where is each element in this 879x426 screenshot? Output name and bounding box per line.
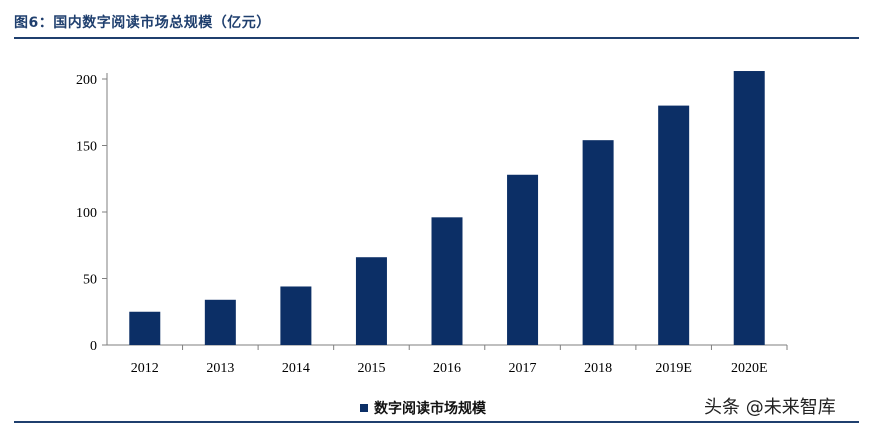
bar-2016: [431, 217, 463, 345]
x-tick-label: 2014: [282, 361, 310, 376]
legend-swatch: [360, 404, 368, 412]
bar-2018: [582, 140, 614, 345]
bar-2014: [280, 286, 312, 345]
title-divider: [14, 37, 859, 39]
x-tick-label: 2012: [131, 361, 159, 376]
legend: 数字阅读市场规模: [360, 398, 486, 418]
bar-2017: [507, 174, 539, 345]
x-axis: 2012 2013 2014 2015 2016 2017 2018 2019E 2020E: [107, 344, 788, 376]
x-tick-label: 2013: [206, 361, 234, 376]
y-axis: 0 50 100 150 200: [76, 73, 108, 354]
y-tick-label: 0: [90, 339, 97, 354]
bottom-divider: [14, 421, 859, 423]
chart-title: 图6：国内数字阅读市场总规模（亿元）: [14, 15, 271, 31]
y-tick-label: 150: [76, 140, 97, 155]
x-tick-label: 2019E: [655, 361, 692, 376]
x-tick-label: 2015: [357, 361, 385, 376]
y-tick-label: 100: [76, 206, 97, 221]
x-tick-label: 2016: [433, 361, 461, 376]
bar-2013: [204, 299, 236, 345]
bar-2012: [129, 311, 161, 345]
watermark-text: 头条 @未来智库: [704, 397, 836, 418]
x-tick-label: 2020E: [731, 361, 768, 376]
legend-label: 数字阅读市场规模: [374, 401, 486, 417]
bars: [129, 71, 765, 346]
x-tick-label: 2017: [509, 361, 537, 376]
y-tick-label: 200: [76, 73, 97, 88]
y-tick-label: 50: [83, 273, 97, 288]
bar-2019E: [658, 105, 690, 345]
bar-2020E: [733, 71, 765, 346]
bar-2015: [355, 257, 387, 345]
x-tick-label: 2018: [584, 361, 612, 376]
